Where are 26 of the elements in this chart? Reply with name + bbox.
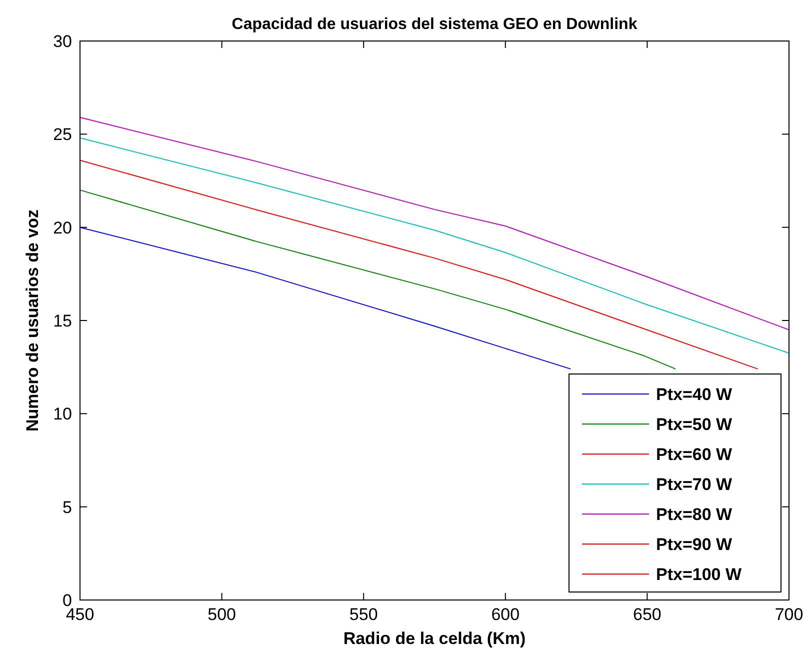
- y-tick-label: 5: [62, 498, 72, 517]
- legend-label: Ptx=80 W: [656, 505, 734, 524]
- y-tick-label: 25: [53, 125, 72, 144]
- line-series: [80, 190, 676, 370]
- legend-label: Ptx=50 W: [656, 415, 734, 434]
- chart-title: Capacidad de usuarios del sistema GEO en Downlink: [232, 16, 638, 33]
- y-tick-label: 10: [53, 404, 72, 424]
- legend-label: Ptx=100 W: [656, 565, 742, 584]
- line-series: [80, 226, 572, 370]
- legend-label: Ptx=70 W: [656, 475, 734, 494]
- legend-label: Ptx=60 W: [656, 445, 734, 464]
- legend-label: Ptx=40 W: [656, 385, 734, 404]
- x-tick-label: 550: [349, 605, 378, 624]
- y-axis-title: Numero de usuarios de voz: [23, 210, 42, 432]
- line-series: [80, 160, 758, 370]
- line-series: [80, 137, 790, 354]
- x-tick-label: 600: [491, 605, 520, 624]
- y-tick-label: 30: [53, 32, 72, 51]
- x-tick-label: 500: [208, 605, 236, 624]
- legend-label: Ptx=90 W: [656, 535, 734, 554]
- y-tick-label: 15: [53, 312, 72, 330]
- line-series: [80, 116, 790, 330]
- x-axis-title: Radio de la celda (Km): [343, 629, 526, 648]
- x-tick-label: 700: [774, 605, 804, 624]
- x-tick-label: 650: [633, 605, 662, 624]
- y-tick-label: 20: [53, 218, 72, 238]
